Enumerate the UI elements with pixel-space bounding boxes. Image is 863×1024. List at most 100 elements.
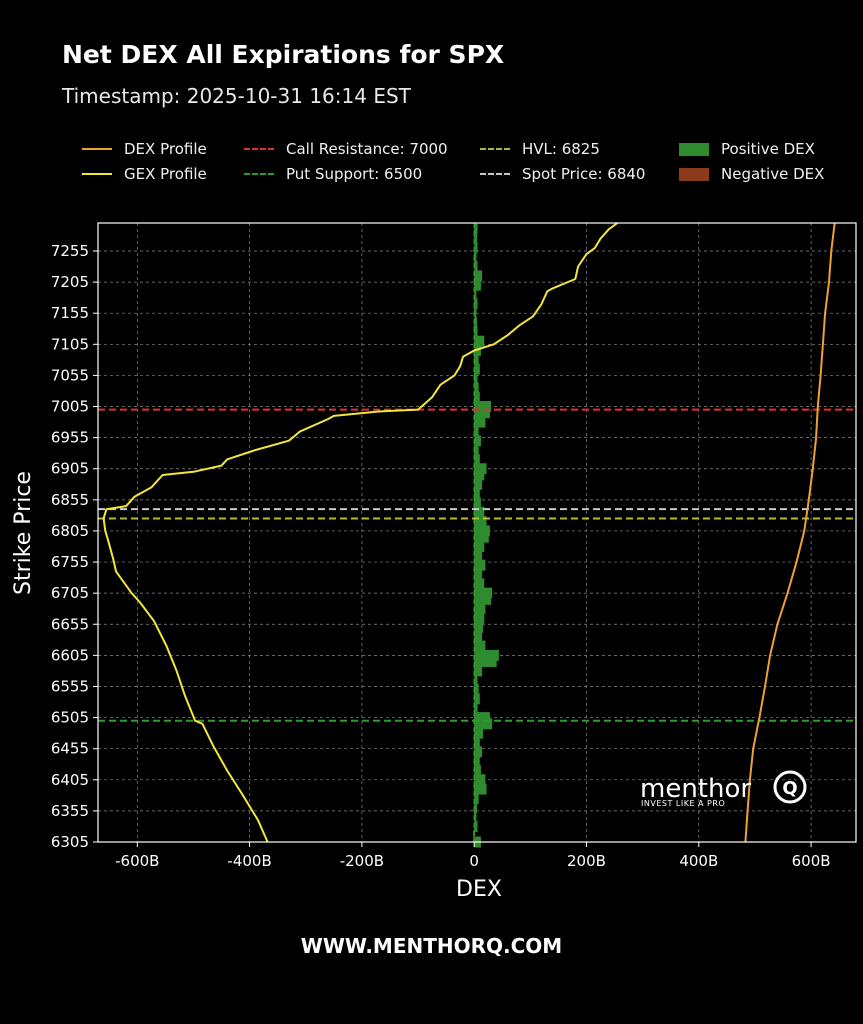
positive-dex-bar [474,363,480,375]
positive-dex-bar [474,568,483,580]
positive-dex-bar [474,736,480,748]
legend-swatch [480,148,510,150]
x-tick-label: 600B [792,852,831,870]
y-tick-label: 7255 [51,242,89,260]
legend-swatch [679,167,709,181]
plot-frame [97,222,857,843]
positive-dex-bar [474,326,478,338]
dex-profile-line [744,222,836,843]
x-axis-ticks: -600B -400B -200B 0 200B 400B 600B [115,842,831,870]
legend-swatch [244,148,274,150]
legend-item-negative-dex: Negative DEX [679,165,824,183]
positive-dex-bar [474,693,480,705]
positive-dex-bar [474,665,483,677]
positive-dex-bar [474,649,499,661]
positive-dex-bar [474,425,479,437]
legend-swatch [82,148,112,150]
positive-dex-bar [474,335,485,347]
x-tick-label: 0 [469,852,479,870]
positive-dex-bar [474,463,487,475]
legend-swatch [244,173,274,175]
positive-dex-bar [474,656,497,668]
y-tick-label: 7005 [51,398,89,416]
y-tick-label: 6355 [51,802,89,820]
legend-label: GEX Profile [124,165,207,183]
positive-dex-bar [474,223,478,235]
x-tick-label: 200B [567,852,606,870]
positive-dex-bar [474,289,477,301]
positive-dex-bar [474,559,486,571]
legend-item-spot-price: Spot Price: 6840 [480,165,645,183]
positive-dex-bar [474,354,479,366]
positive-dex-bar [474,587,493,599]
positive-dex-bar [474,401,492,413]
positive-dex-bar [474,391,480,403]
positive-dex-bar [474,242,478,254]
positive-dex-bar [474,712,490,724]
y-tick-label: 7155 [51,304,89,322]
positive-dex-bar [474,578,485,590]
y-tick-label: 7105 [51,335,89,353]
positive-dex-bar [474,317,477,329]
footer-url: WWW.MENTHORQ.COM [300,934,563,958]
positive-dex-bar [474,820,478,832]
y-tick-label: 6555 [51,677,89,695]
positive-dex-bar [474,307,477,319]
positive-dex-bar [474,531,489,543]
legend-label: Negative DEX [721,165,825,183]
positive-dex-bar [474,416,486,428]
y-tick-label: 6905 [51,460,89,478]
legend-swatch [82,173,112,175]
chart-title: Net DEX All Expirations for SPX [62,40,505,69]
positive-dex-bar [474,792,479,804]
positive-dex-bar [474,612,485,624]
legend-label: Positive DEX [721,140,815,158]
y-tick-label: 6455 [51,740,89,758]
legend-label: Spot Price: 6840 [522,165,646,183]
y-tick-label: 6855 [51,491,89,509]
chart-timestamp: Timestamp: 2025-10-31 16:14 EST [62,84,411,108]
positive-dex-bar [474,469,485,481]
positive-dex-bar [474,783,487,795]
positive-dex-bar [474,233,477,245]
watermark-q-icon [773,770,807,804]
positive-dex-bar [474,298,478,310]
positive-dex-bar [474,270,483,282]
positive-dex-bar [474,774,486,786]
legend-swatch [480,173,510,175]
watermark-tagline: INVEST LIKE A PRO [641,799,725,808]
y-tick-label: 6305 [51,833,89,851]
level-lines [98,408,856,722]
positive-dex-bar [474,478,483,490]
positive-dex-bar [474,674,478,686]
y-tick-label: 6755 [51,553,89,571]
legend-item-dex-profile: DEX Profile [82,140,207,158]
positive-dex-bar [474,261,478,273]
legend-label: HVL: 6825 [522,140,600,158]
positive-dex-bar [474,516,487,528]
y-tick-label: 6955 [51,429,89,447]
positive-dex-bar [474,506,485,518]
positive-dex-bar [474,407,490,419]
positive-dex-bar [474,488,480,500]
y-tick-label: 7055 [51,366,89,384]
positive-dex-bar [474,746,483,758]
positive-dex-bar [474,621,484,633]
dex-bars [473,223,499,848]
y-tick-label: 6405 [51,771,89,789]
positive-dex-bar [474,382,479,394]
legend-item-hvl: HVL: 6825 [480,140,600,158]
legend-label: DEX Profile [124,140,207,158]
y-tick-label: 7205 [51,273,89,291]
x-axis-label: DEX [456,877,502,902]
x-tick-label: 400B [679,852,718,870]
positive-dex-bar [474,811,477,823]
legend-item-gex-profile: GEX Profile [82,165,207,183]
positive-dex-bar [474,593,492,605]
positive-dex-bar [474,631,483,643]
y-tick-label: 6805 [51,522,89,540]
positive-dex-bar [474,435,481,447]
y-axis-ticks: 6305 6355 6405 6455 6505 6555 6605 6655 6705 6755… [51,242,98,851]
positive-dex-bar [474,702,478,714]
positive-dex-bar [474,640,486,652]
